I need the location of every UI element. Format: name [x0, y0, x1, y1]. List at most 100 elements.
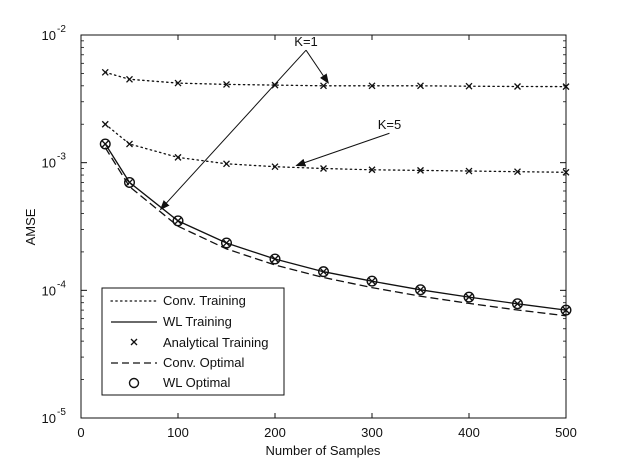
series-wl-optimal-point [172, 215, 184, 227]
series-wl-optimal-point [512, 298, 524, 310]
series-analytical-training-wl-point [174, 217, 182, 225]
x-tick-label: 100 [167, 425, 189, 440]
y-tick-label-base: 10 [42, 411, 56, 426]
x-marker-stroke [417, 82, 424, 90]
legend: Conv. Training WL Training Analytical Tr… [101, 287, 285, 396]
y-axis-ticks: 10-510-410-310-2 [42, 24, 566, 426]
series-analytical-training-k-1-point [417, 82, 424, 90]
y-axis-label: AMSE [23, 208, 38, 245]
y-tick-label-base: 10 [42, 156, 56, 171]
series-analytical-training-wl-point [465, 293, 473, 301]
series-analytical-training-k-1-point [514, 83, 521, 90]
x-marker-stroke [368, 277, 376, 285]
legend-label-wl-training: WL Training [163, 314, 232, 329]
x-marker-stroke [223, 160, 230, 168]
x-marker-stroke [223, 239, 230, 247]
x-marker-stroke [417, 166, 424, 174]
annotation-layer: K=1 K=5 [159, 34, 402, 211]
series-wl-optimal-point [366, 275, 378, 287]
series-analytical-training-k-1-point [174, 79, 182, 87]
x-marker-stroke [174, 79, 182, 87]
x-marker-stroke [465, 167, 473, 175]
series-analytical-training-wl-point [417, 286, 424, 294]
series-analytical-training-wl-point [271, 255, 279, 263]
series-analytical-training-wl-point [514, 300, 521, 308]
x-axis-ticks: 0 100 200 300 400 500 [77, 35, 577, 440]
x-marker-stroke [514, 83, 521, 90]
y-tick-label-base: 10 [42, 283, 56, 298]
series-analytical-training-k-5-point [101, 120, 109, 128]
series-analytical-training-k-1-point [101, 68, 109, 76]
x-marker-stroke [562, 83, 570, 91]
legend-sample-x-marker [130, 338, 138, 346]
x-marker-stroke [465, 293, 473, 301]
x-tick-label: 300 [361, 425, 383, 440]
series-wl-optimal-point [220, 237, 232, 249]
x-marker-stroke [320, 165, 327, 172]
series-analytical-training-wl-point [562, 306, 570, 314]
annotation-arrow-k1 [159, 49, 307, 211]
x-marker-stroke [174, 217, 182, 225]
annotation-arrow-k5 [295, 132, 390, 167]
series-wl-optimal-point [123, 176, 135, 188]
x-marker-stroke [562, 168, 570, 176]
x-axis-label: Number of Samples [266, 443, 381, 458]
series-analytical-training-wl-point [101, 140, 109, 148]
annotation-label-k5: K=5 [378, 117, 402, 132]
series-analytical-training-k-1-point [562, 83, 570, 91]
x-marker-stroke [320, 268, 327, 276]
annotation-arrow-k1 [305, 49, 329, 84]
x-marker-stroke [101, 68, 109, 76]
x-tick-label: 500 [555, 425, 577, 440]
series-analytical-training-k-5-point [417, 166, 424, 174]
series-wl-optimal-point [463, 291, 475, 303]
y-tick-label-exponent: -2 [57, 24, 66, 35]
series-analytical-training-k-5-point [562, 168, 570, 176]
series-wl-optimal-point [415, 284, 427, 296]
legend-label-conv-training: Conv. Training [163, 293, 246, 308]
y-tick-label-exponent: -5 [57, 407, 66, 418]
x-marker-stroke [514, 300, 521, 308]
series-analytical-training-k-5-point [465, 167, 473, 175]
series-analytical-training-k-1-point [223, 80, 230, 88]
legend-label-analytical-training: Analytical Training [163, 335, 269, 350]
x-marker-stroke [101, 120, 109, 128]
x-marker-stroke [271, 255, 279, 263]
annotation-label-k1: K=1 [294, 34, 318, 49]
y-tick-label-exponent: -3 [57, 152, 66, 163]
series-analytical-training-k-5-point [514, 168, 521, 176]
series-analytical-training-wl-point [368, 277, 376, 285]
series-analytical-training-k-5-point [174, 153, 182, 161]
series-conv-optimal-line [104, 147, 567, 317]
x-marker-stroke [562, 306, 570, 314]
series-wl-optimal-point [318, 266, 330, 278]
legend-label-wl-optimal: WL Optimal [163, 375, 231, 390]
x-marker-stroke [174, 153, 182, 161]
y-tick-label-base: 10 [42, 28, 56, 43]
series-analytical-training-wl-point [223, 239, 230, 247]
series-conv-training-k-1-line [104, 71, 567, 88]
series-analytical-training-k-5-point [126, 140, 133, 148]
x-marker-stroke [368, 166, 376, 174]
series-analytical-training-k-1-point [465, 82, 473, 90]
series-wl-optimal-point [269, 253, 281, 265]
y-tick-label-exponent: -4 [57, 279, 66, 290]
series-analytical-training-k-5-point [271, 163, 279, 171]
x-tick-label: 200 [264, 425, 286, 440]
x-marker-stroke [271, 163, 279, 171]
x-marker-stroke [126, 140, 133, 148]
x-tick-label: 400 [458, 425, 480, 440]
legend-label-conv-optimal: Conv. Optimal [163, 355, 245, 370]
series-analytical-training-k-5-point [320, 165, 327, 172]
x-marker-stroke [223, 80, 230, 88]
x-marker-stroke [465, 82, 473, 90]
legend-box [101, 287, 285, 396]
legend-sample-o-marker [128, 377, 140, 389]
x-marker-stroke [101, 140, 109, 148]
series-analytical-training-k-5-point [223, 160, 230, 168]
series-analytical-training-k-1-point [368, 82, 376, 90]
series-analytical-training-wl-point [320, 268, 327, 276]
series-wl-optimal-point [99, 138, 111, 150]
x-marker-stroke [126, 75, 133, 83]
